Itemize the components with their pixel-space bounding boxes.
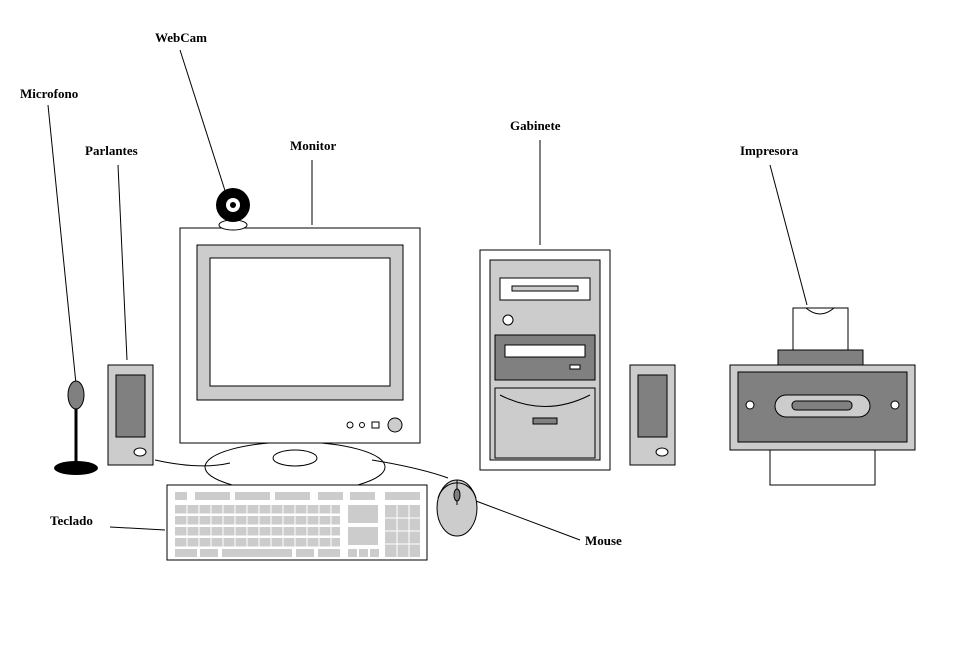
webcam-icon bbox=[216, 188, 250, 230]
label-teclado: Teclado bbox=[50, 513, 93, 528]
monitor-icon bbox=[155, 228, 448, 492]
label-monitor: Monitor bbox=[290, 138, 336, 153]
label-parlantes: Parlantes bbox=[85, 143, 138, 158]
leader-line bbox=[770, 165, 807, 305]
leader-line bbox=[118, 165, 127, 360]
leader-line bbox=[180, 50, 228, 200]
keyboard-icon bbox=[167, 485, 427, 560]
label-webcam: WebCam bbox=[155, 30, 207, 45]
label-microfono: Microfono bbox=[20, 86, 78, 101]
leader-line bbox=[48, 105, 76, 384]
label-gabinete: Gabinete bbox=[510, 118, 561, 133]
label-mouse: Mouse bbox=[585, 533, 622, 548]
leader-line bbox=[468, 498, 580, 540]
speaker-left-icon bbox=[108, 365, 153, 465]
tower-icon bbox=[480, 250, 610, 470]
leader-line bbox=[110, 527, 165, 530]
mouse-icon bbox=[437, 480, 477, 536]
microphone-icon bbox=[54, 381, 98, 475]
printer-icon bbox=[730, 308, 915, 485]
speaker-right-icon bbox=[630, 365, 675, 465]
label-impresora: Impresora bbox=[740, 143, 799, 158]
